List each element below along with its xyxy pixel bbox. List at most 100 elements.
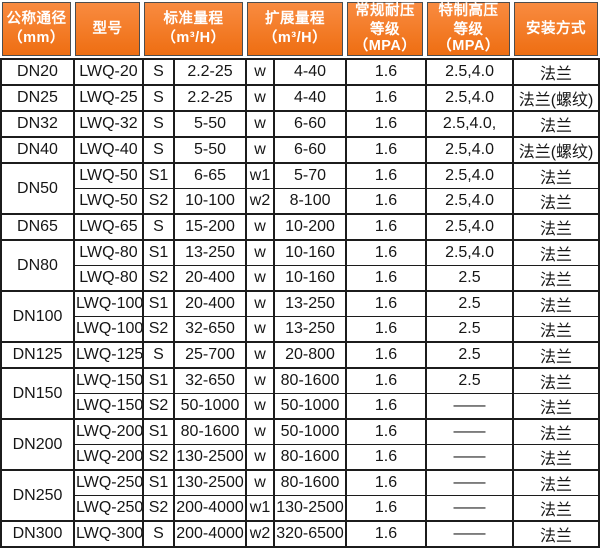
cell-ext-range: 80-1600 xyxy=(273,469,346,496)
cell-ext-code: w2 xyxy=(245,520,274,548)
cell-std-range: 13-250 xyxy=(173,239,246,266)
cell-std-range: 130-2500 xyxy=(173,469,246,496)
header-extended-range: 扩展量程 （m³/H） xyxy=(245,0,346,59)
cell-std-range: 10-100 xyxy=(173,188,246,214)
cell-std-range: 6-65 xyxy=(173,162,246,189)
cell-ext-range: 6-60 xyxy=(273,136,346,163)
cell-install: 法兰 xyxy=(512,316,600,342)
cell-std-code: S2 xyxy=(142,316,173,342)
table-row: DN40 LWQ-40 S 5-50 w 6-60 1.6 2.5,4.0 法兰(螺纹) xyxy=(0,136,600,163)
cell-mpa-regular: 1.6 xyxy=(345,84,426,111)
cell-ext-range: 5-70 xyxy=(273,162,346,189)
cell-std-range: 15-200 xyxy=(173,213,246,240)
cell-model: LWQ-40 xyxy=(73,136,142,163)
cell-install: 法兰 xyxy=(512,520,600,548)
cell-ext-range: 10-200 xyxy=(273,213,346,240)
cell-mpa-regular: 1.6 xyxy=(345,290,426,317)
cell-ext-code: w xyxy=(245,341,274,368)
table-row: LWQ-80 S2 20-400 w 10-160 1.6 2.5 法兰 xyxy=(0,265,600,291)
cell-ext-code: w xyxy=(245,213,274,240)
cell-dn: DN300 xyxy=(0,520,73,548)
cell-ext-code: w xyxy=(245,393,274,419)
cell-ext-range: 4-40 xyxy=(273,58,346,85)
cell-std-range: 32-650 xyxy=(173,367,246,394)
cell-mpa-high: 2.5 xyxy=(425,367,513,394)
cell-model: LWQ-200 xyxy=(73,418,142,445)
cell-ext-range: 320-6500 xyxy=(273,520,346,548)
header-label: 等级（MPA） xyxy=(437,21,500,55)
cell-install: 法兰(螺纹) xyxy=(512,84,600,111)
cell-ext-range: 13-250 xyxy=(273,290,346,317)
cell-dn: DN20 xyxy=(0,58,73,85)
cell-mpa-high: 2.5 xyxy=(425,341,513,368)
cell-mpa-regular: 1.6 xyxy=(345,495,426,521)
header-label: 特制高压 xyxy=(438,3,499,19)
cell-ext-code: w xyxy=(245,367,274,394)
cell-mpa-high: 2.5,4.0 xyxy=(425,213,513,240)
cell-std-code: S2 xyxy=(142,444,173,470)
cell-install: 法兰 xyxy=(512,265,600,291)
cell-ext-range: 6-60 xyxy=(273,110,346,137)
cell-ext-code: w2 xyxy=(245,188,274,214)
cell-model: LWQ-150 xyxy=(73,367,142,394)
cell-std-code: S xyxy=(142,110,173,137)
cell-ext-code: w1 xyxy=(245,495,274,521)
table-row: DN50 LWQ-50 S1 6-65 w1 5-70 1.6 2.5,4.0 法兰 xyxy=(0,162,600,214)
cell-std-code: S xyxy=(142,84,173,111)
cell-ext-code: w1 xyxy=(245,162,274,189)
header-label: （m³/H） xyxy=(262,30,328,46)
cell-ext-range: 10-160 xyxy=(273,239,346,266)
cell-std-range: 2.2-25 xyxy=(173,84,246,111)
cell-mpa-regular: 1.6 xyxy=(345,110,426,137)
cell-std-range: 5-50 xyxy=(173,110,246,137)
header-high-pressure: 特制高压 等级（MPA） xyxy=(425,0,513,59)
cell-install: 法兰 xyxy=(512,239,600,266)
cell-std-code: S1 xyxy=(142,162,173,189)
cell-ext-code: w xyxy=(245,110,274,137)
header-label: 等级（MPA） xyxy=(353,21,417,55)
header-row: 公称通径 （mm） 型号 标准量程 （m³/H） xyxy=(0,0,600,59)
cell-mpa-high: —— xyxy=(425,520,513,548)
cell-mpa-regular: 1.6 xyxy=(345,58,426,85)
cell-model: LWQ-50 xyxy=(73,188,142,214)
cell-ext-code: w xyxy=(245,239,274,266)
header-standard-range: 标准量程 （m³/H） xyxy=(142,0,246,59)
cell-std-code: S xyxy=(142,520,173,548)
cell-dn: DN80 xyxy=(0,239,73,291)
cell-dn: DN100 xyxy=(0,290,73,342)
header-model: 型号 xyxy=(73,0,142,59)
cell-mpa-high: 2.5 xyxy=(425,265,513,291)
cell-mpa-high: —— xyxy=(425,444,513,470)
cell-model: LWQ-300 xyxy=(73,520,142,548)
table-row: DN32 LWQ-32 S 5-50 w 6-60 1.6 2.5,4.0, 法兰 xyxy=(0,110,600,137)
cell-mpa-regular: 1.6 xyxy=(345,265,426,291)
header-label: （m³/H） xyxy=(161,30,226,46)
cell-model: LWQ-250 xyxy=(73,495,142,521)
cell-model: LWQ-25 xyxy=(73,84,142,111)
cell-dn: DN50 xyxy=(0,162,73,214)
cell-std-code: S xyxy=(142,58,173,85)
header-nominal-diameter: 公称通径 （mm） xyxy=(0,0,73,59)
cell-mpa-regular: 1.6 xyxy=(345,444,426,470)
cell-mpa-high: 2.5,4.0, xyxy=(425,110,513,137)
cell-install: 法兰 xyxy=(512,110,600,137)
cell-std-range: 20-400 xyxy=(173,265,246,291)
cell-std-code: S2 xyxy=(142,495,173,521)
cell-ext-code: w xyxy=(245,418,274,445)
header-installation: 安装方式 xyxy=(512,0,600,59)
cell-std-range: 2.2-25 xyxy=(173,58,246,85)
cell-ext-range: 50-1000 xyxy=(273,393,346,419)
cell-ext-code: w xyxy=(245,58,274,85)
cell-install: 法兰 xyxy=(512,341,600,368)
table-row: DN150 LWQ-150 S1 32-650 w 80-1600 1.6 2.5 法兰 xyxy=(0,367,600,419)
cell-std-range: 200-4000 xyxy=(173,495,246,521)
table-row: DN25 LWQ-25 S 2.2-25 w 4-40 1.6 2.5,4.0 法兰(螺纹) xyxy=(0,84,600,111)
cell-mpa-regular: 1.6 xyxy=(345,393,426,419)
cell-ext-code: w xyxy=(245,265,274,291)
cell-std-code: S xyxy=(142,136,173,163)
cell-mpa-regular: 1.6 xyxy=(345,341,426,368)
cell-install: 法兰 xyxy=(512,469,600,496)
cell-ext-range: 8-100 xyxy=(273,188,346,214)
cell-std-range: 20-400 xyxy=(173,290,246,317)
table-row: DN125 LWQ-125 S 25-700 w 20-800 1.6 2.5 法兰 xyxy=(0,341,600,368)
